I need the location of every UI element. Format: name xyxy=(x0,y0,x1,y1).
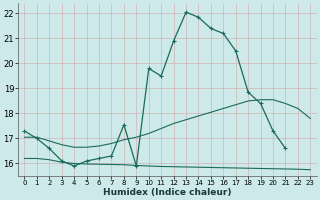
X-axis label: Humidex (Indice chaleur): Humidex (Indice chaleur) xyxy=(103,188,232,197)
